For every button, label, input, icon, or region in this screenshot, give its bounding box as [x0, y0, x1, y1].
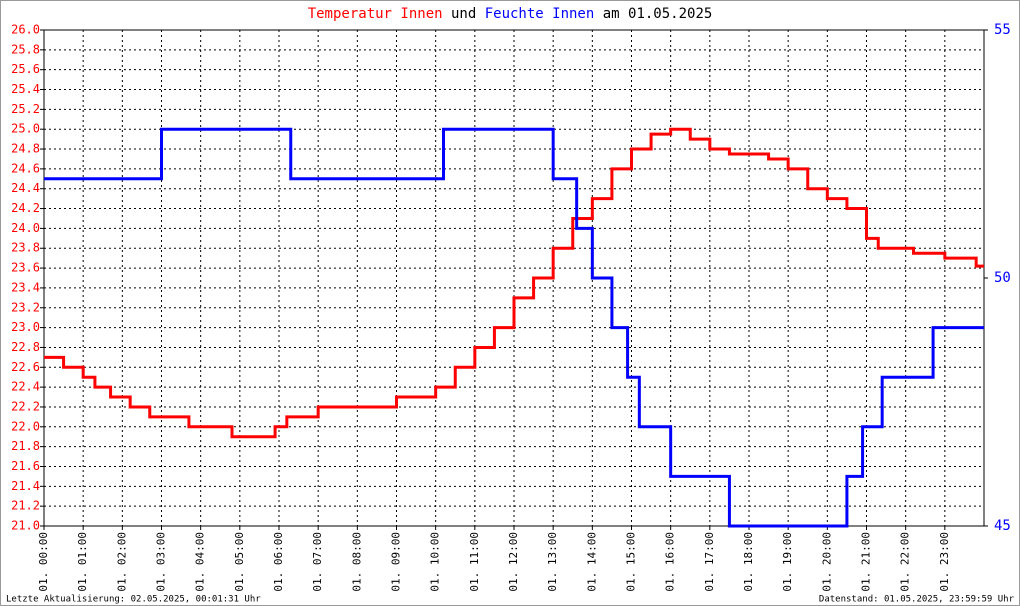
- y-tick-label: 21.8: [11, 439, 40, 453]
- x-tick-label: 01. 03:00: [155, 532, 168, 592]
- x-tick-label: 01. 07:00: [311, 532, 324, 592]
- y-tick-label: 22.6: [11, 360, 40, 374]
- x-tick-label: 01. 22:00: [899, 532, 912, 592]
- y2-tick-label: 50: [994, 270, 1011, 286]
- y2-tick-label: 45: [994, 518, 1011, 534]
- x-tick-label: 01. 16:00: [664, 532, 677, 592]
- x-tick-label: 01. 19:00: [781, 532, 794, 592]
- y-tick-label: 23.4: [11, 280, 40, 294]
- footer-left: Letzte Aktualisierung: 02.05.2025, 00:01…: [6, 595, 261, 605]
- x-tick-label: 01. 00:00: [37, 532, 50, 592]
- y-tick-label: 24.2: [11, 201, 40, 215]
- y-tick-label: 21.0: [11, 519, 40, 533]
- x-tick-label: 01. 23:00: [938, 532, 951, 592]
- x-tick-label: 01. 11:00: [468, 532, 481, 592]
- series-line: [44, 127, 984, 439]
- y-tick-label: 24.6: [11, 161, 40, 175]
- x-tick-label: 01. 04:00: [194, 532, 207, 592]
- y-tick-label: 25.6: [11, 62, 40, 76]
- y-tick-label: 25.8: [11, 42, 40, 56]
- series-line: [44, 127, 984, 528]
- y-tick-label: 24.8: [11, 142, 40, 156]
- x-tick-label: 01. 05:00: [233, 532, 246, 592]
- chart-title: Temperatur Innen und Feuchte Innen am 01…: [308, 6, 713, 22]
- x-tick-label: 01. 06:00: [272, 532, 285, 592]
- x-tick-label: 01. 08:00: [350, 532, 363, 592]
- title-part: und: [451, 6, 476, 22]
- x-tick-label: 01. 10:00: [429, 532, 442, 592]
- title-part: Temperatur Innen: [308, 6, 443, 22]
- x-tick-label: 01. 01:00: [76, 532, 89, 592]
- y-tick-label: 24.4: [11, 181, 40, 195]
- footer-right: Datenstand: 01.05.2025, 23:59:59 Uhr: [819, 595, 1015, 605]
- plot-area: [43, 29, 985, 527]
- y-tick-label: 25.0: [11, 122, 40, 136]
- x-tick-label: 01. 20:00: [820, 532, 833, 592]
- y-tick-label: 21.6: [11, 459, 40, 473]
- title-part: am 01.05.2025: [603, 6, 713, 22]
- y-tick-label: 25.4: [11, 82, 40, 96]
- x-tick-label: 01. 12:00: [507, 532, 520, 592]
- x-tick-label: 01. 14:00: [585, 532, 598, 592]
- y-tick-label: 22.2: [11, 399, 40, 413]
- title-part: Feuchte Innen: [485, 6, 595, 22]
- y-tick-label: 23.2: [11, 300, 40, 314]
- y-tick-label: 21.2: [11, 499, 40, 513]
- y-tick-label: 23.0: [11, 320, 40, 334]
- y-tick-label: 22.8: [11, 340, 40, 354]
- y-tick-label: 25.2: [11, 102, 40, 116]
- y-tick-label: 22.0: [11, 419, 40, 433]
- x-tick-label: 01. 15:00: [625, 532, 638, 592]
- y-tick-label: 23.6: [11, 261, 40, 275]
- x-tick-label: 01. 09:00: [390, 532, 403, 592]
- x-tick-label: 01. 13:00: [546, 532, 559, 592]
- x-tick-label: 01. 17:00: [703, 532, 716, 592]
- y2-tick-label: 55: [994, 22, 1011, 38]
- y-tick-label: 23.8: [11, 241, 40, 255]
- y-tick-label: 22.4: [11, 380, 40, 394]
- y-tick-label: 26.0: [11, 23, 40, 37]
- x-tick-label: 01. 18:00: [742, 532, 755, 592]
- x-tick-label: 01. 21:00: [860, 532, 873, 592]
- x-tick-label: 01. 02:00: [115, 532, 128, 592]
- y-tick-label: 24.0: [11, 221, 40, 235]
- y-tick-label: 21.4: [11, 479, 40, 493]
